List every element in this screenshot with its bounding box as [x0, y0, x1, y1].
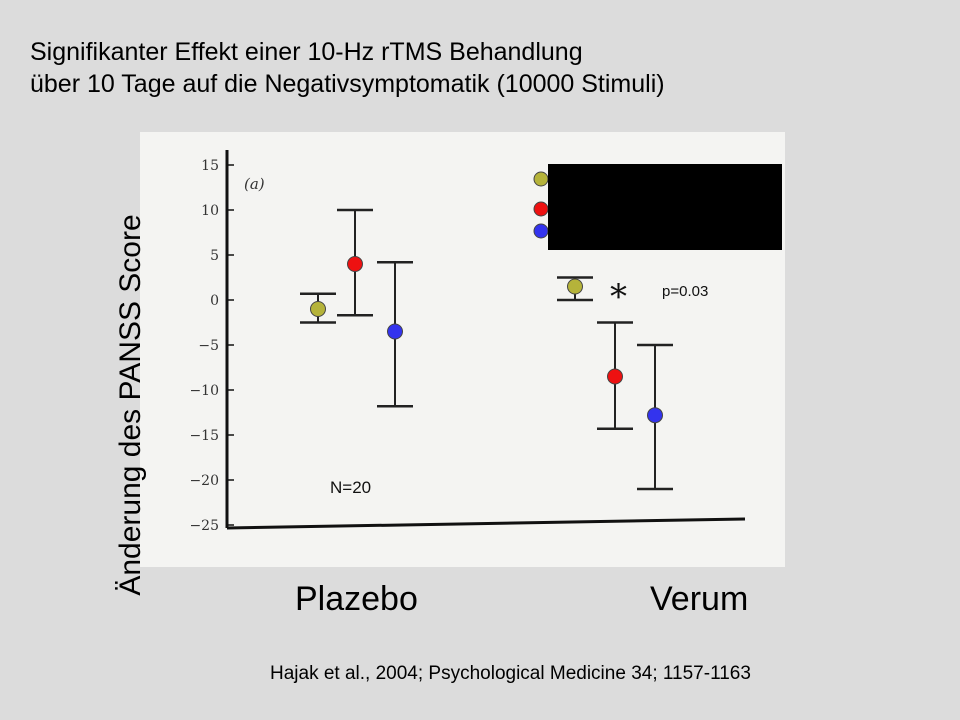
panel-label: (a) — [244, 175, 265, 193]
mean-point — [647, 407, 663, 424]
y-tick-label: 15 — [201, 158, 219, 174]
legend-redaction-box — [548, 164, 782, 250]
mean-point — [347, 256, 363, 272]
legend-dot-red — [533, 201, 549, 217]
error-bar-marks — [300, 208, 673, 491]
y-tick-label: 10 — [201, 203, 219, 219]
y-axis-label: Änderung des PANSS Score — [114, 214, 147, 596]
legend-dot-olive — [533, 171, 549, 187]
mean-point — [567, 278, 583, 295]
category-label-plazebo: Plazebo — [295, 580, 418, 618]
y-ticks: 15 10 5 0 −5 −10 −15 −20 −25 — [189, 158, 234, 534]
y-tick-label: −10 — [189, 383, 219, 399]
title-line-1: Signifikanter Effekt einer 10-Hz rTMS Be… — [30, 38, 583, 66]
legend-dot-blue — [533, 223, 549, 239]
title-line-2: über 10 Tage auf die Negativsymptomatik … — [30, 70, 665, 98]
y-tick-label: 0 — [210, 293, 219, 309]
mean-point — [310, 301, 326, 317]
category-label-verum: Verum — [650, 580, 749, 618]
y-tick-label: −25 — [189, 518, 219, 534]
y-tick-label: −5 — [198, 338, 219, 354]
significance-star: * — [610, 277, 627, 317]
y-tick-label: −15 — [189, 428, 219, 444]
chart-title: Signifikanter Effekt einer 10-Hz rTMS Be… — [30, 36, 665, 100]
mean-point — [387, 323, 403, 340]
p-value-label: p=0.03 — [662, 283, 708, 300]
n-label: N=20 — [330, 478, 371, 497]
citation: Hajak et al., 2004; Psychological Medici… — [270, 663, 751, 684]
mean-point — [607, 368, 623, 385]
x-axis-line — [226, 517, 746, 530]
y-tick-label: 5 — [210, 248, 219, 264]
y-tick-label: −20 — [189, 473, 219, 489]
